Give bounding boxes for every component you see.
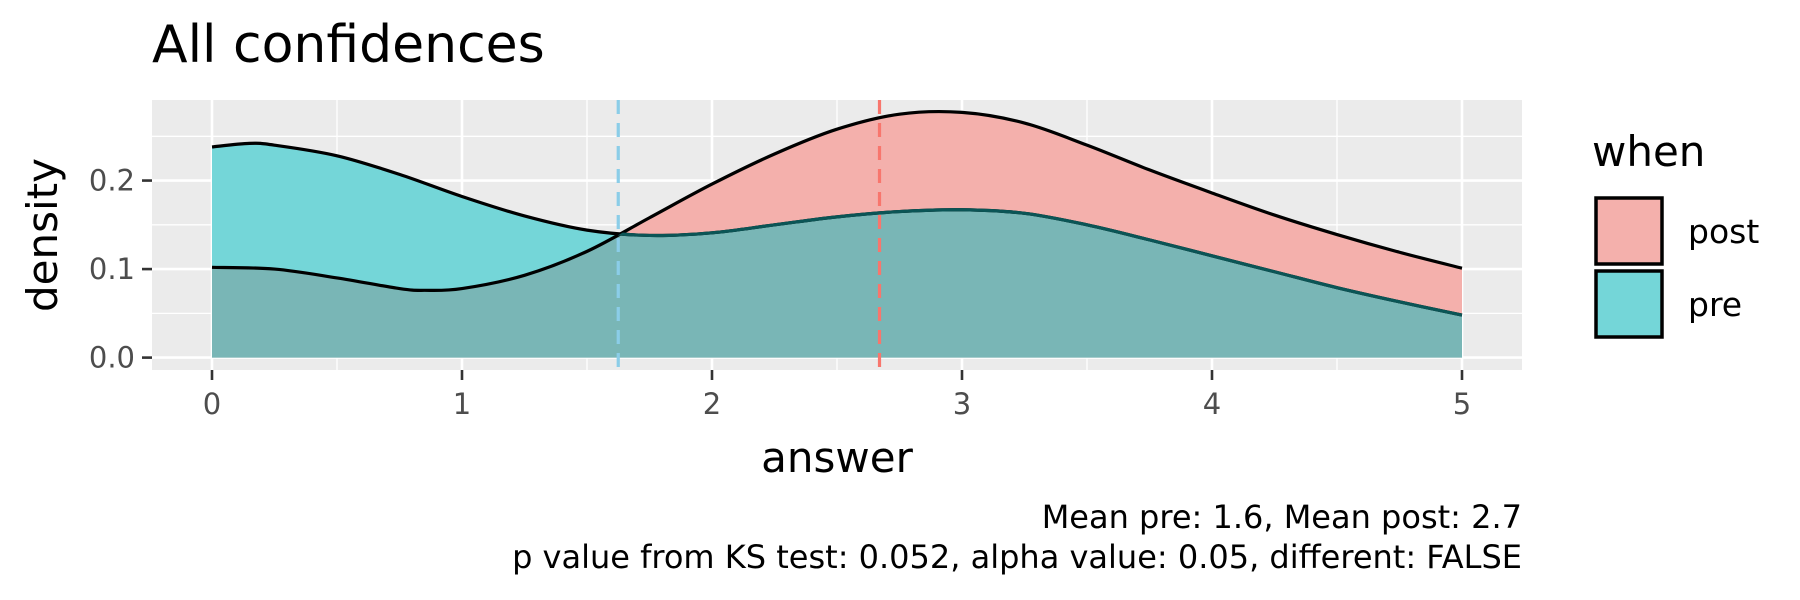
caption-ks-test: p value from KS test: 0.052, alpha value… <box>512 538 1522 576</box>
density-line-post <box>211 109 1463 293</box>
y-tick-label: 0.1 <box>89 252 135 286</box>
x-tick-label: 5 <box>1453 387 1471 421</box>
density-overlap <box>212 143 1462 358</box>
y-tick-label: 0.2 <box>89 164 135 198</box>
axes: 0 1 2 3 4 5 0.0 0.1 0.2 <box>89 164 1471 421</box>
legend-label-pre: pre <box>1688 285 1742 324</box>
legend-title: when <box>1592 127 1705 176</box>
legend-label-post: post <box>1688 212 1759 251</box>
legend-key-pre <box>1594 269 1664 339</box>
density-areas <box>211 109 1463 358</box>
caption-means: Mean pre: 1.6, Mean post: 2.7 <box>1042 498 1522 536</box>
x-tick-label: 0 <box>203 387 221 421</box>
y-axis-title: density <box>18 158 67 312</box>
x-tick-label: 2 <box>703 387 721 421</box>
x-tick-label: 4 <box>1203 387 1221 421</box>
chart-title: All confidences <box>152 15 545 75</box>
x-axis-title: answer <box>761 433 913 482</box>
x-tick-label: 3 <box>953 387 971 421</box>
legend-key-post <box>1594 196 1664 266</box>
legend: when post pre <box>1592 127 1759 339</box>
y-tick-label: 0.0 <box>89 341 135 375</box>
x-tick-label: 1 <box>453 387 471 421</box>
